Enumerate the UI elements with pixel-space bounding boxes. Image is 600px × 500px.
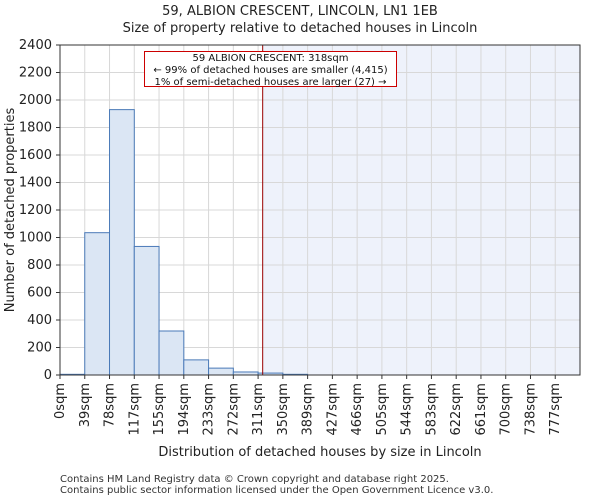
x-tick-label: 78sqm <box>103 383 118 427</box>
y-axis-title: Number of detached properties <box>3 108 18 313</box>
x-tick-label: 583sqm <box>424 383 439 436</box>
x-tick-label: 427sqm <box>325 383 340 436</box>
x-tick-label: 350sqm <box>276 383 291 436</box>
chart-title: Size of property relative to detached ho… <box>122 21 478 36</box>
x-tick-label: 544sqm <box>400 383 415 436</box>
y-tick-label: 1800 <box>19 121 52 136</box>
x-tick-label: 311sqm <box>251 383 266 436</box>
x-tick-label: 233sqm <box>202 383 217 436</box>
x-tick-label: 466sqm <box>350 383 365 436</box>
bar <box>183 359 210 376</box>
bar <box>208 367 234 376</box>
footer-line-1: Contains HM Land Registry data © Crown c… <box>60 474 449 485</box>
x-tick-label: 194sqm <box>177 383 192 436</box>
y-tick-label: 200 <box>27 341 52 356</box>
x-tick-label: 39sqm <box>78 383 93 427</box>
x-tick-label: 738sqm <box>523 383 538 436</box>
y-tick-label: 800 <box>27 258 52 273</box>
x-tick-label: 389sqm <box>301 383 316 436</box>
x-tick-label: 272sqm <box>226 383 241 436</box>
y-tick-label: 1600 <box>19 148 52 163</box>
chart-title-address: 59, ALBION CRESCENT, LINCOLN, LN1 1EB <box>162 4 438 19</box>
y-tick-label: 400 <box>27 313 52 328</box>
x-tick-label: 622sqm <box>449 383 464 436</box>
y-tick-label: 0 <box>44 368 52 383</box>
annotation-line-2: ← 99% of detached houses are smaller (4,… <box>153 65 388 76</box>
x-tick-label: 155sqm <box>152 383 167 436</box>
x-tick-label: 117sqm <box>127 383 142 436</box>
x-tick-label: 700sqm <box>499 383 514 436</box>
annotation-line-3: 1% of semi-detached houses are larger (2… <box>154 77 387 88</box>
x-tick-label: 505sqm <box>375 383 390 436</box>
y-tick-label: 1200 <box>19 203 52 218</box>
y-tick-label: 600 <box>27 286 52 301</box>
x-axis-title: Distribution of detached houses by size … <box>158 445 481 460</box>
bar <box>109 109 135 376</box>
y-tick-label: 1000 <box>19 231 52 246</box>
property-annotation: 59 ALBION CRESCENT: 318sqm ← 99% of deta… <box>144 51 397 88</box>
bar <box>133 245 160 376</box>
x-tick-label: 0sqm <box>53 383 68 419</box>
y-tick-label: 2200 <box>19 66 52 81</box>
footer-line-2: Contains public sector information licen… <box>60 485 494 496</box>
y-tick-label: 1400 <box>19 176 52 191</box>
y-tick-label: 2400 <box>19 38 52 53</box>
bar <box>84 232 111 376</box>
bar <box>158 330 185 376</box>
y-tick-label: 2000 <box>19 93 52 108</box>
x-tick-label: 777sqm <box>548 383 563 436</box>
annotation-line-1: 59 ALBION CRESCENT: 318sqm <box>192 53 349 64</box>
x-tick-label: 661sqm <box>474 383 489 436</box>
